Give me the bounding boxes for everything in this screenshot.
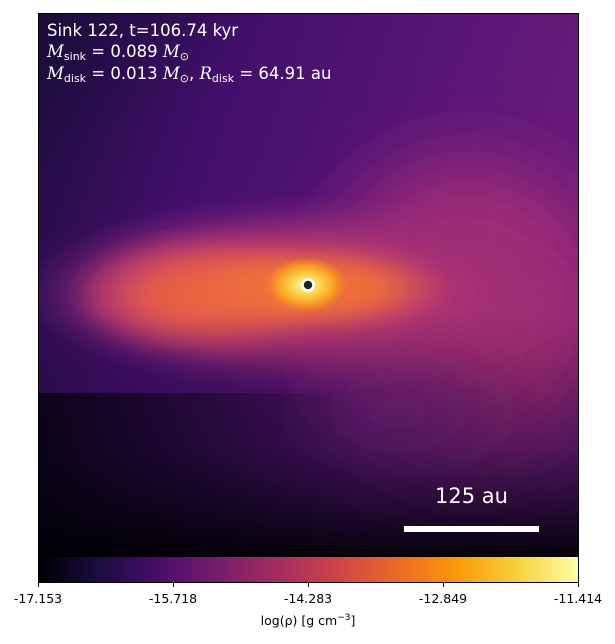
colorbar-tick-label: -11.414	[553, 591, 603, 606]
disk-solar-mass-symbol: M	[162, 64, 180, 83]
sink-title-text: Sink 122, t=106.74 kyr	[47, 21, 239, 40]
solar-mass-symbol: M	[162, 42, 180, 61]
colorbar-tick-label: -12.849	[418, 591, 468, 606]
radius-symbol: R	[199, 64, 212, 83]
mass-symbol: M	[47, 42, 64, 61]
disk-subscript: disk	[63, 72, 87, 85]
scalebar-label: 125 au	[435, 484, 508, 508]
sink-mass-value: = 0.089	[91, 42, 158, 61]
disk-mass-symbol: M	[47, 64, 64, 83]
disk-mass-value: = 0.013	[91, 64, 158, 83]
radius-subscript: disk	[211, 72, 235, 85]
disk-solar-symbol: ⊙	[179, 72, 189, 85]
comma-separator: ,	[188, 64, 200, 83]
scalebar	[404, 526, 539, 532]
colorbar-tick	[578, 583, 579, 587]
density-map-panel	[38, 13, 579, 556]
colorbar	[38, 556, 579, 583]
colorbar-label-exponent: −3	[337, 613, 351, 623]
colorbar-tick	[173, 583, 174, 587]
sink-mass-line: Msink = 0.089 M⊙	[47, 42, 189, 67]
colorbar-label-suffix: ]	[350, 613, 356, 629]
colorbar-label-prefix: log(ρ) [g cm	[260, 613, 338, 629]
colorbar-label: log(ρ) [g cm−3]	[261, 613, 356, 628]
disk-line: Mdisk = 0.013 M⊙, Rdisk = 64.91 au	[47, 64, 331, 89]
sink-marker-icon	[301, 278, 315, 292]
colorbar-tick	[443, 583, 444, 587]
colorbar-tick	[308, 583, 309, 587]
density-map-image	[38, 13, 579, 556]
sink-title-line: Sink 122, t=106.74 kyr	[47, 21, 238, 41]
colorbar-tick-label: -14.283	[283, 591, 333, 606]
colorbar-tick-label: -15.718	[148, 591, 198, 606]
sink-subscript: sink	[63, 50, 87, 63]
colorbar-tick	[38, 583, 39, 587]
disk-radius-value: = 64.91 au	[239, 64, 332, 83]
solar-symbol: ⊙	[179, 50, 189, 63]
colorbar-tick-label: -17.153	[13, 591, 63, 606]
